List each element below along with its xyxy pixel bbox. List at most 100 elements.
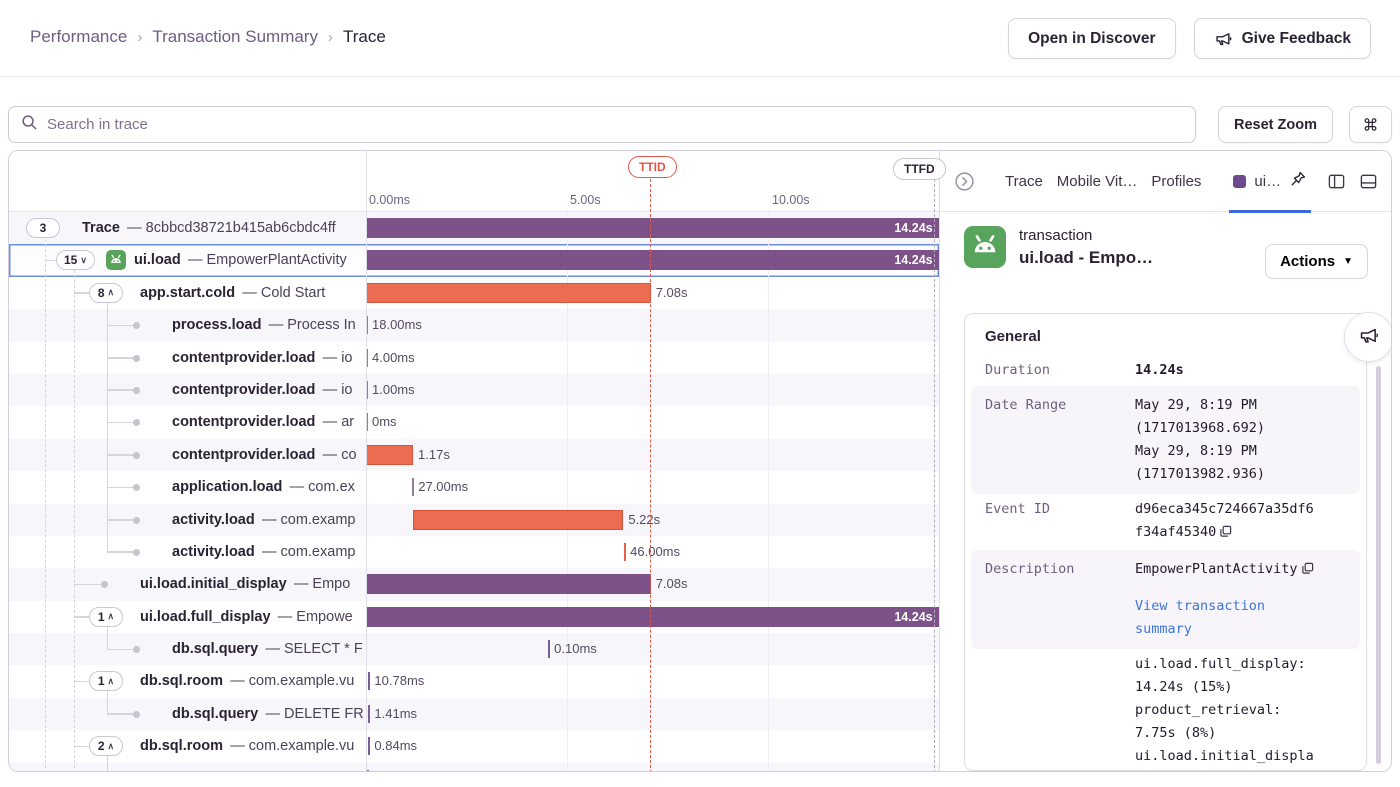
span-duration-label: 0ms — [372, 414, 397, 430]
trace-tree-row[interactable]: activity.load — com.examp 5.22s — [9, 503, 939, 536]
trace-tree-row[interactable]: 15 ∨ ui.load — EmpowerPlantActivity 14.24s — [9, 244, 939, 277]
breadcrumb-item-transaction-summary[interactable]: Transaction Summary — [152, 27, 318, 46]
span-duration-label: 10.78ms — [374, 673, 425, 689]
copy-icon[interactable] — [1301, 560, 1314, 583]
tree-connector — [107, 713, 137, 715]
span-duration-tick[interactable] — [366, 348, 368, 367]
megaphone-icon — [1214, 29, 1233, 48]
copy-icon[interactable] — [1219, 523, 1232, 546]
gridline-5s — [567, 212, 568, 771]
span-count-pill[interactable]: 3 — [26, 218, 60, 238]
android-icon — [964, 226, 1006, 268]
span-duration-bar[interactable] — [413, 509, 624, 530]
layout-bottom-panel-icon[interactable] — [1357, 170, 1380, 193]
cmd-shortcut-button[interactable] — [1349, 106, 1392, 143]
trace-waterfall-container: 0.00ms 5.00s 10.00s TTID TTFD 3 Trace — 8… — [8, 150, 1392, 772]
actions-label: Actions — [1280, 253, 1336, 270]
span-duration-tick[interactable] — [367, 769, 370, 771]
search-box[interactable] — [8, 106, 1196, 143]
tree-connector — [74, 680, 89, 683]
tab-trace[interactable]: Trace — [1005, 172, 1043, 190]
span-count-pill[interactable]: 2 ∧ — [89, 736, 123, 757]
span-label: db.sql.room — com.example.vu — [140, 738, 355, 755]
layout-right-panel-icon[interactable] — [1389, 170, 1391, 193]
tab-mobile-vitals[interactable]: Mobile Vit… — [1056, 172, 1138, 190]
open-in-discover-button[interactable]: Open in Discover — [1008, 18, 1176, 59]
span-label: db.sql.query — DELETE FR — [172, 705, 364, 722]
transaction-type-label: transaction — [1019, 227, 1093, 244]
breadcrumb-item-performance[interactable]: Performance — [30, 27, 128, 46]
give-feedback-button[interactable]: Give Feedback — [1193, 18, 1371, 59]
span-count-pill[interactable]: 1 ∧ — [89, 671, 123, 692]
span-duration-tick[interactable] — [368, 704, 371, 723]
span-count-pill[interactable]: 8 ∧ — [89, 282, 123, 303]
trace-tree-row[interactable]: ui.load.initial_display — Empo 7.08s — [9, 568, 939, 601]
search-input[interactable] — [47, 116, 1183, 133]
tab-profiles[interactable]: Profiles — [1151, 172, 1202, 190]
trace-tree-row[interactable]: 2 ∧ db.sql.room — com.example.vu 0.84ms — [9, 730, 939, 762]
span-duration-bar[interactable] — [366, 444, 414, 465]
tab-ui-load-active[interactable]: ui… — [1229, 151, 1312, 213]
span-duration-bar[interactable]: 14.24s — [366, 250, 939, 271]
span-label: contentprovider.load — co — [172, 446, 357, 463]
app-header: Performance › Transaction Summary › Trace Op… — [0, 0, 1400, 77]
detail-row-duration: Duration 14.24s — [971, 355, 1360, 386]
span-duration-tick[interactable] — [366, 316, 368, 335]
span-label: contentprovider.load — io — [172, 381, 353, 398]
span-duration-tick[interactable] — [624, 542, 627, 561]
trace-tree-row[interactable]: 1 ∧ db.sql.room — com.example.vu 10.78ms — [9, 665, 939, 697]
span-label: ui.load.full_display — Empowe — [140, 608, 353, 625]
trace-tree-row[interactable]: 8 ∧ app.start.cold — Cold Start 7.08s — [9, 277, 939, 309]
trace-tree-row[interactable]: process.load — Process In 18.00ms — [9, 309, 939, 342]
trace-tree-row[interactable]: activity.load — com.examp 46.00ms — [9, 536, 939, 568]
reset-zoom-button[interactable]: Reset Zoom — [1218, 106, 1333, 143]
tree-connector — [107, 324, 137, 327]
tree-guide-line — [45, 239, 46, 771]
span-duration-label: 1.41ms — [374, 705, 418, 721]
tree-connector — [107, 551, 137, 553]
collapse-panel-icon[interactable] — [952, 169, 977, 194]
pin-icon[interactable] — [1289, 170, 1307, 193]
span-label: db.sql.query — SELECT * F — [172, 641, 363, 658]
span-duration-tick[interactable] — [548, 640, 551, 659]
tree-chart-divider[interactable] — [366, 151, 367, 771]
trace-tree-row[interactable]: contentprovider.load — ar 0ms — [9, 406, 939, 438]
span-label: app.start.cold — Cold Start — [140, 284, 326, 301]
span-label: activity.load — com.examp — [172, 511, 356, 528]
trace-tree-row[interactable]: 3 Trace — 8cbbcd38721b415ab6cbdc4ff 14.24s — [9, 212, 939, 245]
span-duration-bar[interactable]: 14.24s — [366, 606, 939, 627]
trace-tree-row[interactable]: contentprovider.load — io 4.00ms — [9, 342, 939, 374]
trace-tree-row[interactable]: db.sql.query — SELECT * F 0.10ms — [9, 633, 939, 666]
span-duration-bar[interactable]: 14.24s — [366, 218, 939, 238]
open-in-discover-label: Open in Discover — [1028, 29, 1156, 47]
ttfd-badge[interactable]: TTFD — [893, 158, 946, 180]
trace-tree-and-chart: 0.00ms 5.00s 10.00s TTID TTFD 3 Trace — 8… — [9, 151, 946, 771]
detail-row-date-range: Date Range May 29, 8:19 PM (1717013968.692… — [971, 386, 1360, 494]
trace-tree-row[interactable]: 1 ∧ ui.load.full_display — Empowe 14.24s — [9, 601, 939, 633]
span-duration-label: 14.24s — [894, 221, 933, 235]
span-duration-tick[interactable] — [366, 380, 368, 399]
general-card: General Duration 14.24s Date Range May 29, … — [964, 313, 1367, 771]
span-duration-bar[interactable] — [366, 282, 651, 303]
actions-button[interactable]: Actions ▼ — [1265, 244, 1368, 279]
axis-tick-0: 0.00ms — [369, 193, 410, 207]
search-icon — [21, 114, 38, 136]
trace-tree-row[interactable]: db.sql.query — INSERT OR 0.70ms — [9, 762, 939, 771]
span-duration-tick[interactable] — [368, 672, 371, 691]
trace-tree-row[interactable]: db.sql.query — DELETE FR 1.41ms — [9, 697, 939, 731]
panel-scrollbar[interactable] — [1376, 366, 1381, 764]
span-count-pill[interactable]: 15 ∨ — [56, 250, 95, 271]
trace-tree-row[interactable]: contentprovider.load — co 1.17s — [9, 438, 939, 472]
layout-left-panel-icon[interactable] — [1325, 170, 1348, 193]
span-duration-tick[interactable] — [412, 478, 415, 497]
view-transaction-summary-link[interactable]: View transaction summary — [1135, 598, 1266, 637]
trace-tree-row[interactable]: application.load — com.ex 27.00ms — [9, 471, 939, 503]
ttid-badge[interactable]: TTID — [628, 156, 677, 178]
span-duration-tick[interactable] — [368, 737, 371, 756]
span-count-pill[interactable]: 1 ∧ — [89, 606, 123, 627]
tree-leaf-dot — [101, 581, 108, 589]
trace-tree-row[interactable]: contentprovider.load — io 1.00ms — [9, 373, 939, 407]
floating-feedback-button[interactable] — [1344, 312, 1391, 362]
span-duration-tick[interactable] — [366, 413, 368, 432]
span-duration-bar[interactable] — [366, 574, 651, 595]
